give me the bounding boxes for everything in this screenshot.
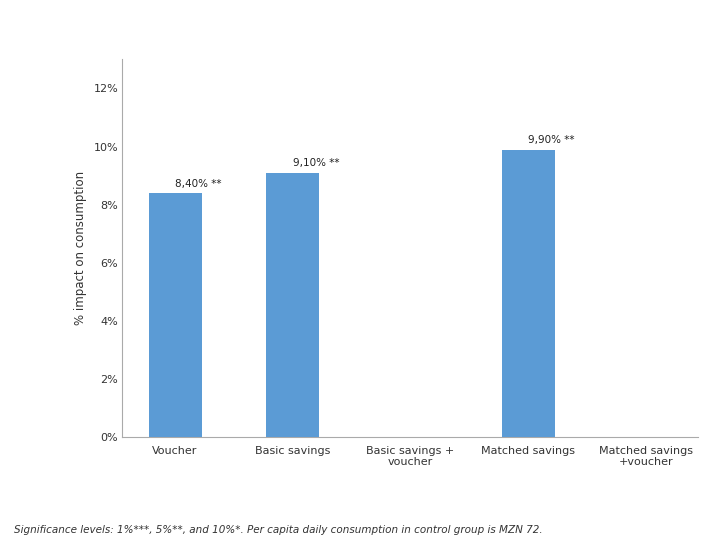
Bar xyxy=(148,193,202,437)
Y-axis label: % impact on consumption: % impact on consumption xyxy=(73,171,86,326)
Text: 8,40% **: 8,40% ** xyxy=(175,179,222,189)
Text: Impact of treatments on consumption: Impact of treatments on consumption xyxy=(13,15,606,43)
Text: Significance levels: 1%***, 5%**, and 10%*. Per capita daily consumption in cont: Significance levels: 1%***, 5%**, and 10… xyxy=(14,524,543,535)
Bar xyxy=(502,150,554,437)
Text: 9,10% **: 9,10% ** xyxy=(293,158,339,168)
Text: 9,90% **: 9,90% ** xyxy=(528,135,575,145)
Bar xyxy=(266,173,319,437)
